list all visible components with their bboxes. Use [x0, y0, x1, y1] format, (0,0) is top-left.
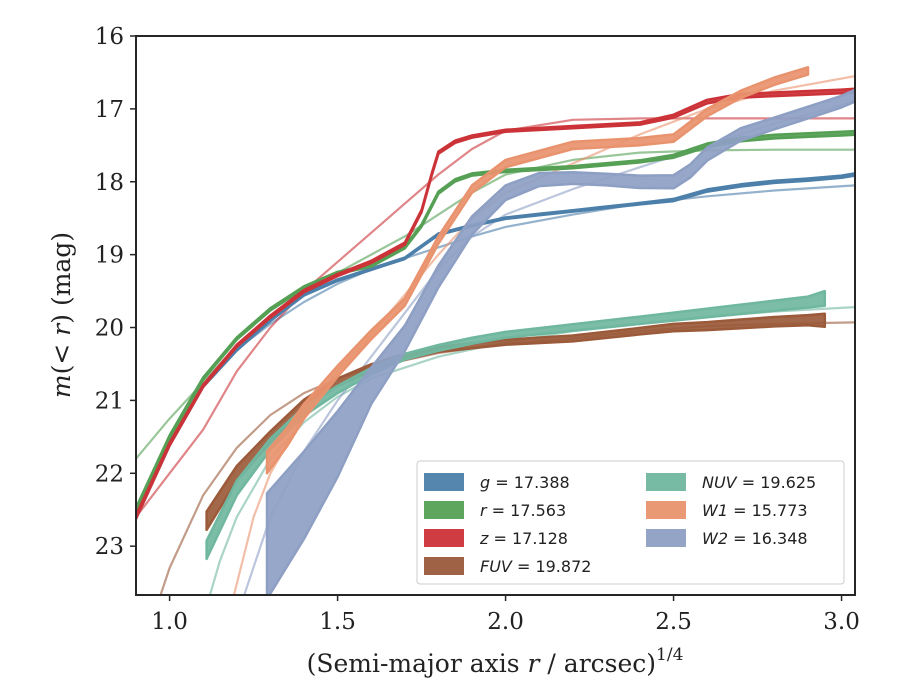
y-axis-label-args: (<	[47, 336, 76, 375]
y-axis-label-close: )	[47, 314, 76, 324]
profile-band-g	[136, 172, 855, 521]
profile-band-w1	[265, 66, 810, 475]
x-axis-label-r: r	[528, 649, 542, 678]
legend-label-w1: W1 = 15.773	[702, 501, 808, 520]
y-axis-label-m: m	[47, 374, 76, 398]
legend-swatch-nuv	[646, 473, 686, 491]
y-axis-label-r: r	[47, 322, 76, 336]
x-tick-label: 1.0	[151, 609, 188, 635]
legend: g = 17.388 r = 17.563 z = 17.128 FUV = 19.8…	[416, 460, 845, 585]
y-tick-label: 20	[95, 316, 124, 342]
y-tick-label: 17	[95, 97, 124, 123]
legend-label-nuv: NUV = 19.625	[702, 473, 816, 492]
legend-swatch-g	[424, 473, 464, 491]
y-axis: 16 17 18 19 20 21 22 23	[95, 24, 136, 560]
plot-frame	[135, 35, 856, 596]
x-axis-label-pre: (Semi-major axis	[307, 649, 528, 678]
legend-swatch-w1	[646, 501, 686, 519]
x-tick-label: 2.5	[655, 609, 692, 635]
legend-label-z: z = 17.128	[479, 529, 568, 548]
x-axis: 1.0 1.5 2.0 2.5 3.0	[151, 595, 860, 635]
x-axis-label-post: / arcsec)	[539, 649, 656, 678]
profile-bands	[136, 66, 855, 595]
y-tick-label: 18	[95, 170, 124, 196]
legend-swatch-z	[424, 529, 464, 547]
x-axis-label: (Semi-major axis r / arcsec)1/4	[307, 645, 684, 678]
profile-band-z	[136, 87, 855, 521]
x-tick-label: 1.5	[319, 609, 356, 635]
legend-swatch-fuv	[424, 557, 464, 575]
y-tick-label: 16	[95, 24, 124, 50]
legend-swatch-w2	[646, 529, 686, 547]
legend-label-g: g = 17.388	[480, 473, 570, 492]
legend-frame	[416, 460, 845, 585]
profile-band-w2	[265, 88, 855, 595]
y-tick-label: 22	[95, 461, 124, 487]
y-tick-label: 23	[95, 534, 124, 560]
y-axis-label-unit: (mag)	[47, 232, 76, 314]
legend-label-w2: W2 = 16.348	[702, 529, 808, 548]
legend-label-r: r = 17.563	[480, 501, 566, 520]
x-tick-label: 2.0	[487, 609, 524, 635]
legend-swatch-r	[424, 501, 464, 519]
y-tick-label: 21	[95, 388, 124, 414]
y-axis-label: m(< r) (mag)	[47, 232, 76, 398]
x-tick-label: 3.0	[823, 609, 860, 635]
x-axis-label-exponent: 1/4	[656, 645, 683, 665]
plot-area	[136, 66, 855, 595]
profile-band-r	[136, 129, 855, 513]
y-tick-label: 19	[95, 243, 124, 269]
legend-label-fuv: FUV = 19.872	[480, 557, 591, 576]
